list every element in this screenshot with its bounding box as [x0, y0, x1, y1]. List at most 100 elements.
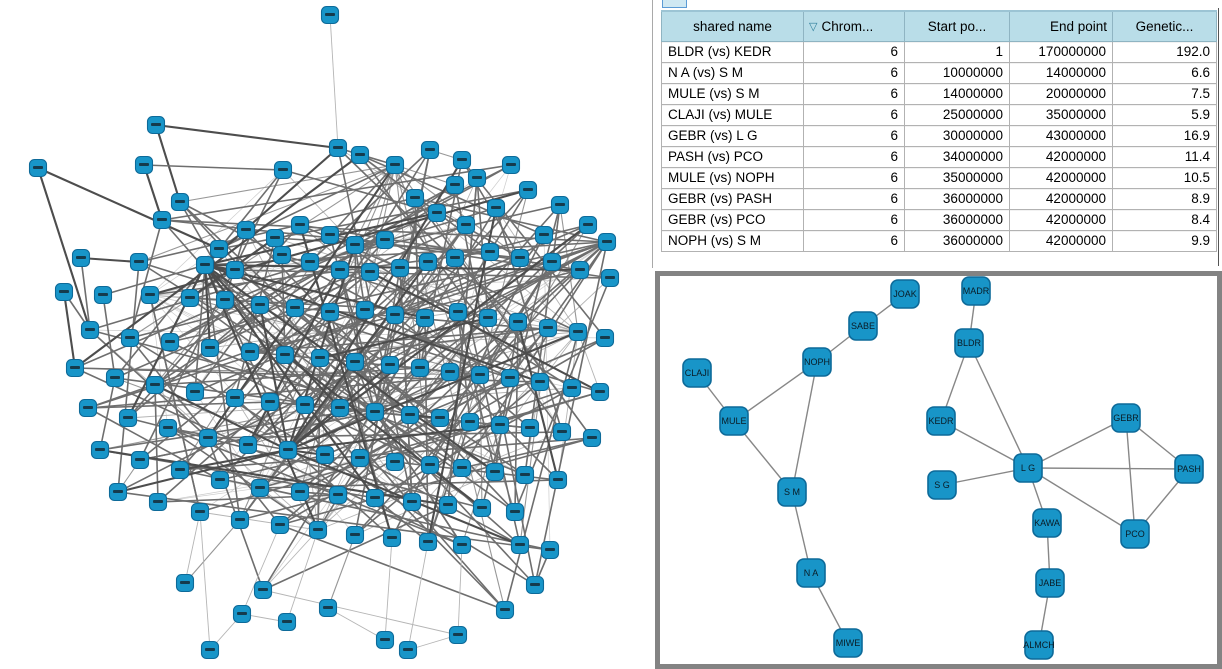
network-node[interactable] — [448, 625, 468, 645]
network-node[interactable] — [200, 640, 220, 660]
network-node[interactable] — [590, 382, 610, 402]
network-node[interactable] — [295, 395, 315, 415]
network-node[interactable] — [250, 478, 270, 498]
detail-network-canvas[interactable]: JOAK MADR SABE BLDR NOPH CLAJI KEDR GEBR MULE L G… — [660, 276, 1217, 664]
network-node[interactable] — [225, 260, 245, 280]
column-header-start-po-[interactable]: Start po... — [904, 10, 1010, 42]
network-node-bldr[interactable]: BLDR — [954, 328, 984, 358]
network-node[interactable] — [350, 145, 370, 165]
table-row[interactable]: N A (vs) S M 6 10000000 14000000 6.6 — [661, 61, 1217, 84]
node-shape[interactable] — [833, 628, 863, 658]
network-node[interactable] — [538, 318, 558, 338]
network-node[interactable] — [198, 428, 218, 448]
network-node[interactable] — [345, 235, 365, 255]
network-node[interactable] — [530, 372, 550, 392]
network-node[interactable] — [190, 502, 210, 522]
network-node[interactable] — [534, 225, 554, 245]
table-cell[interactable]: 42000000 — [1009, 166, 1113, 189]
network-node[interactable] — [28, 158, 48, 178]
network-node[interactable] — [320, 5, 340, 25]
network-node[interactable] — [505, 502, 525, 522]
table-cell[interactable]: BLDR (vs) KEDR — [661, 40, 804, 63]
table-cell[interactable]: 9.9 — [1112, 229, 1217, 252]
table-row[interactable]: PASH (vs) PCO 6 34000000 42000000 11.4 — [661, 145, 1217, 168]
table-cell[interactable]: 6 — [803, 187, 905, 210]
network-node[interactable] — [540, 540, 560, 560]
column-header-chrom-[interactable]: ▽ Chrom... — [803, 10, 905, 42]
table-cell[interactable]: 192.0 — [1112, 40, 1217, 63]
network-node[interactable] — [380, 355, 400, 375]
network-node[interactable] — [209, 239, 229, 259]
table-cell[interactable]: 16.9 — [1112, 124, 1217, 147]
network-node[interactable] — [385, 452, 405, 472]
network-node[interactable] — [71, 248, 91, 268]
network-node[interactable] — [215, 290, 235, 310]
table-cell[interactable]: 10.5 — [1112, 166, 1217, 189]
network-node[interactable] — [430, 408, 450, 428]
table-cell[interactable]: 8.9 — [1112, 187, 1217, 210]
table-cell[interactable]: 35000000 — [904, 166, 1010, 189]
network-node[interactable] — [578, 215, 598, 235]
network-node[interactable] — [148, 492, 168, 512]
network-node[interactable] — [108, 482, 128, 502]
network-node[interactable] — [510, 248, 530, 268]
network-node-jabe[interactable]: JABE — [1035, 568, 1065, 598]
network-node[interactable] — [382, 528, 402, 548]
network-node[interactable] — [273, 160, 293, 180]
network-node[interactable] — [400, 405, 420, 425]
table-cell[interactable]: MULE (vs) NOPH — [661, 166, 804, 189]
node-shape[interactable] — [954, 328, 984, 358]
node-shape[interactable] — [682, 358, 712, 388]
network-node[interactable] — [290, 215, 310, 235]
network-node[interactable] — [145, 375, 165, 395]
table-scroll-tab[interactable] — [662, 0, 687, 8]
network-node-n-a[interactable]: N A — [796, 558, 826, 588]
network-node[interactable] — [180, 288, 200, 308]
network-node[interactable] — [105, 368, 125, 388]
network-node[interactable] — [501, 155, 521, 175]
table-cell[interactable]: 170000000 — [1009, 40, 1113, 63]
network-node[interactable] — [236, 220, 256, 240]
table-cell[interactable]: 6 — [803, 103, 905, 126]
node-shape[interactable] — [961, 276, 991, 306]
table-cell[interactable]: 6 — [803, 145, 905, 168]
network-node[interactable] — [467, 168, 487, 188]
network-node[interactable] — [365, 488, 385, 508]
network-node[interactable] — [472, 498, 492, 518]
network-node-sabe[interactable]: SABE — [848, 311, 878, 341]
table-cell[interactable]: 5.9 — [1112, 103, 1217, 126]
network-node[interactable] — [440, 362, 460, 382]
network-node[interactable] — [500, 368, 520, 388]
network-node[interactable] — [345, 352, 365, 372]
table-cell[interactable]: NOPH (vs) S M — [661, 229, 804, 252]
network-node[interactable] — [200, 338, 220, 358]
network-node[interactable] — [445, 175, 465, 195]
network-node[interactable] — [418, 532, 438, 552]
network-node-pash[interactable]: PASH — [1174, 454, 1204, 484]
table-cell[interactable]: 6 — [803, 166, 905, 189]
network-node[interactable] — [232, 604, 252, 624]
network-node[interactable] — [225, 388, 245, 408]
table-cell[interactable]: 1 — [904, 40, 1010, 63]
node-shape[interactable] — [890, 279, 920, 309]
table-cell[interactable]: 6 — [803, 61, 905, 84]
network-node[interactable] — [420, 140, 440, 160]
network-node[interactable] — [78, 398, 98, 418]
table-cell[interactable]: 36000000 — [904, 187, 1010, 210]
network-node[interactable] — [328, 485, 348, 505]
network-node[interactable] — [160, 332, 180, 352]
table-cell[interactable]: 25000000 — [904, 103, 1010, 126]
table-cell[interactable]: 10000000 — [904, 61, 1010, 84]
network-node[interactable] — [238, 435, 258, 455]
network-node[interactable] — [240, 342, 260, 362]
network-node[interactable] — [285, 298, 305, 318]
network-node[interactable] — [330, 260, 350, 280]
column-header-genetic-[interactable]: Genetic... — [1112, 10, 1217, 42]
network-node[interactable] — [486, 198, 506, 218]
table-cell[interactable]: 11.4 — [1112, 145, 1217, 168]
network-node[interactable] — [320, 225, 340, 245]
node-shape[interactable] — [1024, 630, 1054, 660]
table-cell[interactable]: 7.5 — [1112, 82, 1217, 105]
network-node[interactable] — [405, 188, 425, 208]
network-node[interactable] — [80, 320, 100, 340]
